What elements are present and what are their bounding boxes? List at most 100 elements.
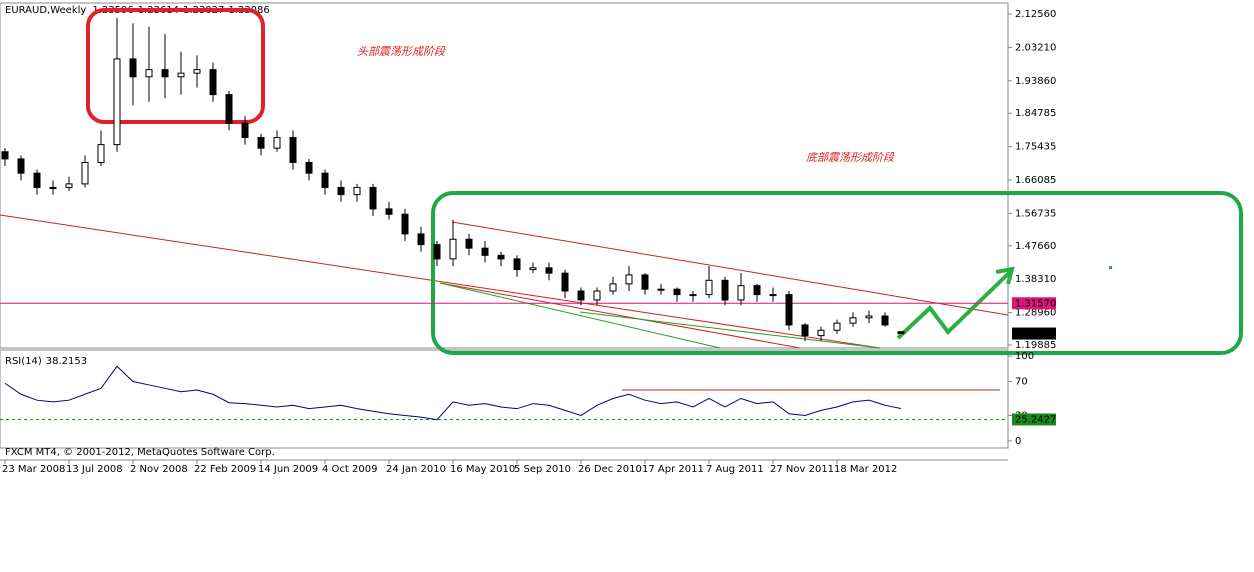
bottom-box bbox=[431, 191, 1243, 355]
candle-body bbox=[161, 69, 169, 78]
x-tick-label: 16 May 2010 bbox=[450, 464, 515, 475]
candle-body bbox=[849, 317, 857, 324]
rsi-level-label: 25.2427 bbox=[1015, 414, 1056, 425]
candle-body bbox=[113, 58, 121, 146]
candle-body bbox=[481, 247, 489, 256]
candle-body bbox=[641, 274, 649, 290]
candle-body bbox=[369, 186, 377, 210]
top-box bbox=[86, 8, 265, 124]
candle-body bbox=[433, 244, 441, 260]
candle-body bbox=[625, 274, 633, 285]
rsi-level-box bbox=[1012, 413, 1056, 426]
trend-line bbox=[439, 282, 721, 349]
annotation: 底部震荡形成阶段 bbox=[806, 151, 895, 164]
candle-body bbox=[673, 288, 681, 296]
x-tick-label: 4 Oct 2009 bbox=[322, 464, 377, 475]
candle-body bbox=[225, 94, 233, 124]
candle-body bbox=[65, 183, 73, 188]
y-tick-label: 1.28960 bbox=[1015, 308, 1056, 319]
y-tick-label: 1.93860 bbox=[1015, 76, 1056, 87]
symbol: EURAUD,Weekly bbox=[5, 5, 86, 16]
x-tick-label: 5 Sep 2010 bbox=[514, 464, 571, 475]
trend-line bbox=[439, 282, 801, 349]
y-tick-label: 1.38310 bbox=[1015, 274, 1056, 285]
projection-arrow bbox=[896, 270, 1012, 340]
price-label: 1.23086 bbox=[1015, 329, 1056, 340]
x-tick-label: 26 Dec 2010 bbox=[578, 464, 642, 475]
candle-body bbox=[497, 254, 505, 260]
candle-body bbox=[321, 172, 329, 188]
candle-body bbox=[401, 213, 409, 235]
x-tick-label: 23 Mar 2008 bbox=[2, 464, 65, 475]
candle-body bbox=[865, 315, 873, 319]
annotation: 头部震荡形成阶段 bbox=[357, 45, 446, 58]
candle-body bbox=[33, 172, 41, 188]
drawings bbox=[0, 8, 1243, 391]
candle-body bbox=[81, 161, 89, 185]
y-tick-label: 2.12560 bbox=[1015, 9, 1056, 20]
dot bbox=[1109, 266, 1112, 269]
y-tick-label: 1.66085 bbox=[1015, 175, 1056, 186]
x-tick-label: 13 Jul 2008 bbox=[66, 464, 123, 475]
level-label-box bbox=[1012, 297, 1056, 310]
candle-body bbox=[449, 238, 457, 260]
candle-body bbox=[769, 294, 777, 297]
candle-body bbox=[545, 267, 553, 274]
candle-body bbox=[833, 322, 841, 331]
x-tick-label: 24 Jan 2010 bbox=[386, 464, 446, 475]
x-tick-label: 2 Nov 2008 bbox=[130, 464, 188, 475]
rsi-panel bbox=[0, 349, 1009, 449]
main-panel bbox=[0, 2, 1009, 349]
y-tick-label: 1.47660 bbox=[1015, 241, 1056, 252]
candle-body bbox=[97, 144, 105, 163]
x-tick-label: 27 Nov 2011 bbox=[770, 464, 834, 475]
candle-body bbox=[17, 158, 25, 174]
candle-body bbox=[721, 279, 729, 301]
x-tick-label: 14 Jun 2009 bbox=[258, 464, 318, 475]
candle-body bbox=[49, 186, 57, 189]
level-label: 1.31570 bbox=[1015, 298, 1056, 309]
candle-body bbox=[145, 69, 153, 78]
x-tick-label: 22 Feb 2009 bbox=[194, 464, 256, 475]
rsi-tick-label: 100 bbox=[1015, 351, 1034, 362]
candle-body bbox=[353, 186, 361, 196]
candle-body bbox=[657, 288, 665, 291]
candle-body bbox=[337, 186, 345, 196]
candle-body bbox=[273, 136, 281, 149]
y-tick-label: 1.75435 bbox=[1015, 142, 1056, 153]
rsi-value: 38.2153 bbox=[46, 356, 87, 367]
trend-line bbox=[451, 221, 1009, 316]
rsi-header: RSI(14) 38.2153 bbox=[5, 356, 87, 367]
price-label-box bbox=[1012, 327, 1056, 340]
candle-body bbox=[897, 331, 905, 335]
candle-body bbox=[305, 161, 313, 174]
rsi-line bbox=[4, 365, 902, 421]
candle-body bbox=[561, 272, 569, 292]
footer: FXCM MT4, © 2001-2012, MetaQuotes Softwa… bbox=[5, 447, 275, 458]
y-tick-label: 2.03210 bbox=[1015, 42, 1056, 53]
candle-body bbox=[513, 258, 521, 271]
rsi-tick-label: 0 bbox=[1015, 436, 1021, 447]
candle-body bbox=[577, 290, 585, 301]
candle-body bbox=[801, 324, 809, 337]
candle-body bbox=[465, 238, 473, 249]
rsi-name: RSI(14) bbox=[5, 356, 42, 367]
candle-body bbox=[737, 285, 745, 301]
candle-body bbox=[705, 279, 713, 296]
candle-body bbox=[129, 58, 137, 78]
candle-body bbox=[1, 151, 9, 160]
x-tick-label: 17 Apr 2011 bbox=[642, 464, 704, 475]
y-tick-label: 1.19885 bbox=[1015, 340, 1056, 351]
candle-body bbox=[209, 69, 217, 96]
y-tick-label: 1.56735 bbox=[1015, 208, 1056, 219]
candle-body bbox=[817, 329, 825, 337]
candle-body bbox=[753, 285, 761, 296]
candle-body bbox=[417, 233, 425, 246]
candle-body bbox=[193, 69, 201, 74]
candle-body bbox=[289, 136, 297, 163]
candle-body bbox=[689, 294, 697, 297]
trend-line bbox=[0, 214, 881, 349]
candle-body bbox=[609, 283, 617, 292]
candle-body bbox=[785, 294, 793, 326]
